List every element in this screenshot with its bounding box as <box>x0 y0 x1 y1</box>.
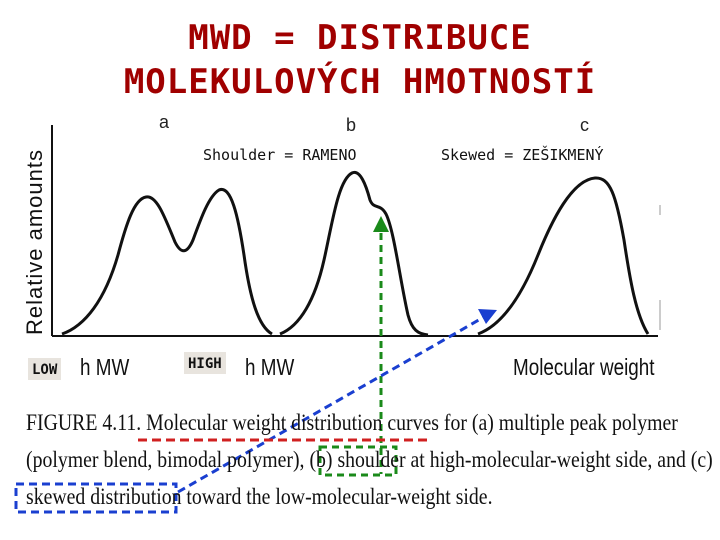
shoulder-highlight-box <box>318 445 398 477</box>
curve-a-bimodal <box>61 188 273 336</box>
skewed-note: Skewed = ZEŠIKMENÝ <box>441 146 604 164</box>
caption-line-1: FIGURE 4.11. Molecular weight distributi… <box>26 410 678 435</box>
shoulder-note: Shoulder = RAMENO <box>203 146 357 164</box>
skewed-arrow-line <box>177 315 485 494</box>
high-label: HIGH <box>184 352 226 374</box>
panel-c-xlabel: Molecular weight <box>513 354 655 380</box>
curve-c-skewed <box>477 176 650 336</box>
low-label: LOW <box>28 358 62 380</box>
slide-title-line-1: MWD = DISTRIBUCE <box>188 18 532 58</box>
skewed-arrow-head <box>478 309 497 324</box>
y-axis-label: Relative amounts <box>22 149 47 335</box>
panel-a-xlabel: h MW <box>80 354 130 380</box>
slide-title-line-2: MOLEKULOVÝCH HMOTNOSTÍ <box>123 62 597 102</box>
caption-line-3: skewed distribution toward the low-molec… <box>26 484 493 509</box>
caption-line-2: (polymer blend, bimodal polymer), (b) sh… <box>26 447 713 472</box>
panel-a-letter: a <box>159 112 170 132</box>
shoulder-arrow-head <box>373 216 389 232</box>
panel-b-letter: b <box>346 115 357 135</box>
curve-b-shoulder <box>279 170 429 337</box>
skewed-highlight-box <box>14 482 178 514</box>
panel-b-xlabel: h MW <box>245 354 295 380</box>
panel-c-letter: c <box>580 115 589 135</box>
